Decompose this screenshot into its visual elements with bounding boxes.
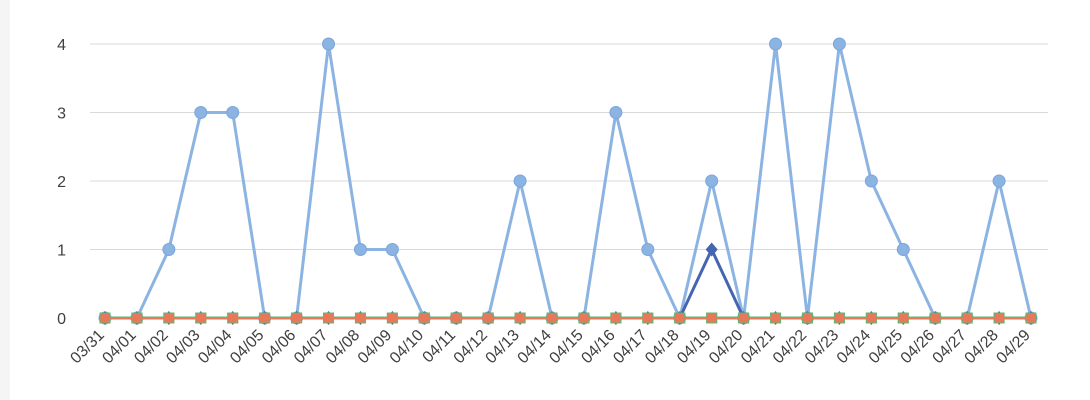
x-tick-label: 04/21	[738, 327, 778, 367]
data-point	[228, 313, 238, 323]
y-tick-label: 2	[57, 174, 66, 191]
data-point	[355, 313, 365, 323]
data-point	[324, 313, 334, 323]
data-point	[705, 242, 718, 257]
data-point	[292, 313, 302, 323]
data-point	[896, 243, 910, 256]
x-tick-label: 04/19	[674, 327, 714, 367]
data-point	[705, 174, 719, 188]
x-tick-label: 04/15	[546, 327, 586, 367]
x-tick-label: 04/26	[898, 327, 938, 367]
y-tick-label: 3	[57, 106, 66, 123]
data-point	[226, 106, 240, 119]
data-point	[866, 313, 876, 323]
series-line	[105, 248, 1031, 320]
data-point	[132, 313, 142, 323]
x-tick-label: 04/20	[706, 327, 746, 367]
x-tick-label: 04/01	[99, 327, 139, 367]
x-tick-label: 04/18	[642, 327, 682, 367]
data-point	[641, 243, 655, 256]
data-point	[1026, 313, 1036, 323]
x-tick-label: 04/24	[834, 327, 874, 367]
x-tick-label: 04/02	[131, 327, 171, 367]
x-tick-label: 04/13	[483, 327, 523, 367]
data-point	[962, 313, 972, 323]
data-point	[802, 313, 812, 323]
data-point	[322, 37, 336, 51]
data-point	[994, 313, 1004, 323]
data-point	[387, 313, 397, 323]
data-point	[483, 313, 493, 323]
data-point	[513, 174, 527, 188]
x-tick-label: 04/27	[930, 327, 970, 367]
data-point	[898, 313, 908, 323]
x-tick-label: 04/09	[355, 327, 395, 367]
data-point	[260, 313, 270, 323]
y-tick-label: 0	[57, 311, 66, 328]
x-tick-label: 04/22	[770, 327, 810, 367]
data-point	[739, 313, 749, 323]
data-point	[769, 37, 783, 51]
x-tick-label: 04/07	[291, 327, 331, 367]
x-tick-label: 04/08	[323, 327, 363, 367]
data-point	[707, 313, 717, 323]
series-2	[99, 242, 1037, 325]
data-point	[611, 313, 621, 323]
gridlines	[90, 43, 1048, 250]
data-point	[609, 106, 623, 119]
data-point	[162, 243, 176, 256]
y-axis-ticks: 0 1 2 3 4	[57, 37, 66, 328]
data-point	[834, 313, 844, 323]
data-point	[579, 313, 589, 323]
x-tick-label: 03/31	[67, 327, 107, 367]
data-point	[100, 313, 110, 323]
data-point	[196, 313, 206, 323]
data-point	[164, 313, 174, 323]
data-point	[515, 313, 525, 323]
y-tick-label: 1	[57, 243, 66, 260]
x-tick-label: 04/06	[259, 327, 299, 367]
x-tick-label: 04/23	[802, 327, 842, 367]
x-tick-label: 04/25	[866, 327, 906, 367]
data-point	[547, 313, 557, 323]
data-point	[992, 174, 1006, 188]
x-tick-label: 04/14	[515, 327, 555, 367]
x-tick-label: 04/10	[387, 327, 427, 367]
x-tick-label: 04/03	[163, 327, 203, 367]
x-tick-label: 04/17	[610, 327, 650, 367]
data-point	[419, 313, 429, 323]
x-tick-label: 04/11	[420, 327, 460, 367]
data-point	[643, 313, 653, 323]
data-point	[385, 243, 399, 256]
x-tick-label: 04/29	[993, 327, 1033, 367]
x-axis-ticks: 03/3104/0104/0204/0304/0404/0504/0604/07…	[67, 327, 1033, 367]
y-tick-label: 4	[57, 37, 66, 54]
data-point	[864, 174, 878, 188]
x-tick-label: 04/05	[227, 327, 267, 367]
data-point	[930, 313, 940, 323]
data-point	[451, 313, 461, 323]
data-point	[832, 37, 846, 51]
x-tick-label: 04/04	[195, 327, 235, 367]
data-point	[771, 313, 781, 323]
data-point	[194, 106, 208, 119]
x-tick-label: 04/16	[578, 327, 618, 367]
data-point	[675, 313, 685, 323]
x-tick-label: 04/28	[962, 327, 1002, 367]
data-point	[353, 243, 367, 256]
x-tick-label: 04/12	[451, 327, 491, 367]
series-layer	[98, 37, 1038, 325]
